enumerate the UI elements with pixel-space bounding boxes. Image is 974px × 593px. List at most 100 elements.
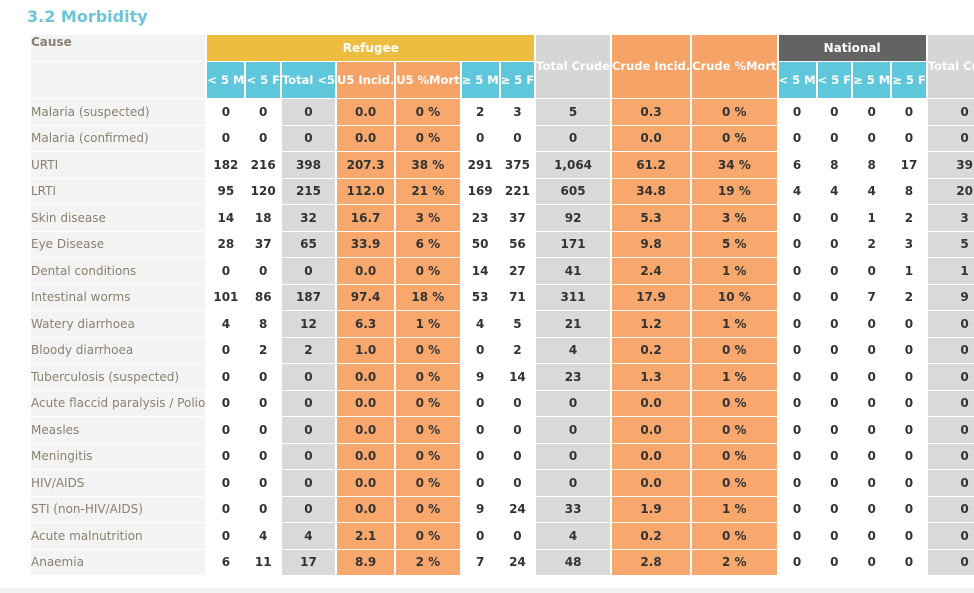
refugee-u5f-cell: 8 [246,311,280,337]
refugee-u5m-cell: 0 [207,496,245,522]
total-crude-cell: 311 [536,284,610,310]
national-u5m-cell: 0 [778,496,816,522]
crude-mort-cell: 1 % [692,311,777,337]
table-row: Skin disease 14 18 32 16.7 3 % 23 37 92 … [31,205,974,231]
national-u5m-header: < 5 M [778,62,816,98]
national-u5f-cell: 0 [817,390,852,416]
refugee-u5-mort-cell: 0 % [396,523,460,549]
refugee-o5m-cell: 7 [461,549,499,575]
morbidity-table: Cause Refugee Total Crude Crude Incid. C… [29,34,974,576]
refugee-u5f-cell: 0 [246,99,280,125]
table-row: LRTI 95 120 215 112.0 21 % 169 221 605 3… [31,178,974,204]
crude-mort-cell: 3 % [692,205,777,231]
refugee-u5f-header: < 5 F [246,62,280,98]
refugee-total-u5-cell: 0 [281,470,336,496]
crude-incid-cell: 1.3 [611,364,691,390]
refugee-u5f-cell: 0 [246,125,280,151]
refugee-u5f-cell: 0 [246,390,280,416]
refugee-o5m-cell: 0 [461,125,499,151]
national-o5f-cell: 3 [892,231,926,257]
national-u5f-cell: 0 [817,99,852,125]
refugee-o5m-cell: 0 [461,523,499,549]
table-row: Acute flaccid paralysis / Polio 0 0 0 0.… [31,390,974,416]
national-u5m-cell: 0 [778,390,816,416]
refugee-u5-incid-cell: 0.0 [337,99,395,125]
total-crude-cell: 0 [536,443,610,469]
cause-cell: Tuberculosis (suspected) [31,364,206,390]
refugee-u5f-cell: 4 [246,523,280,549]
refugee-u5f-cell: 0 [246,470,280,496]
crude-mort-cell: 0 % [692,337,777,363]
cause-cell: STI (non-HIV/AIDS) [31,496,206,522]
refugee-u5-mort-cell: 38 % [396,152,460,178]
national-u5f-cell: 0 [817,258,852,284]
refugee-u5m-cell: 101 [207,284,245,310]
refugee-total-u5-cell: 32 [281,205,336,231]
table-row: Tuberculosis (suspected) 0 0 0 0.0 0 % 9… [31,364,974,390]
refugee-u5-incid-cell: 0.0 [337,258,395,284]
refugee-o5m-cell: 50 [461,231,499,257]
crude-incid-cell: 1.2 [611,311,691,337]
national-total-cell: 39 [927,152,974,178]
refugee-u5m-cell: 0 [207,337,245,363]
national-total-cell: 3 [927,205,974,231]
national-total-cell: 1 [927,258,974,284]
crude-incid-cell: 1.9 [611,496,691,522]
refugee-u5-incid-cell: 112.0 [337,178,395,204]
refugee-total-u5-cell: 0 [281,99,336,125]
total-crude-cell: 92 [536,205,610,231]
crude-mort-cell: 0 % [692,443,777,469]
refugee-u5f-cell: 0 [246,364,280,390]
refugee-u5-incid-cell: 0.0 [337,470,395,496]
refugee-u5f-cell: 120 [246,178,280,204]
national-u5f-cell: 0 [817,125,852,151]
national-o5f-cell: 0 [892,496,926,522]
total-crude-cell: 0 [536,125,610,151]
national-o5m-cell: 0 [853,99,891,125]
crude-incid-cell: 0.0 [611,417,691,443]
refugee-o5m-cell: 4 [461,311,499,337]
table-row: Malaria (suspected) 0 0 0 0.0 0 % 2 3 5 … [31,99,974,125]
refugee-o5m-header: ≥ 5 M [461,62,499,98]
refugee-o5f-cell: 0 [500,417,535,443]
total-crude-cell: 41 [536,258,610,284]
national-u5m-cell: 4 [778,178,816,204]
refugee-u5-mort-cell: 0 % [396,443,460,469]
national-o5f-cell: 0 [892,470,926,496]
table-row: Malaria (confirmed) 0 0 0 0.0 0 % 0 0 0 … [31,125,974,151]
national-o5m-cell: 0 [853,337,891,363]
refugee-o5f-cell: 56 [500,231,535,257]
national-total-cell: 0 [927,470,974,496]
refugee-o5m-cell: 2 [461,99,499,125]
national-o5f-header: ≥ 5 F [892,62,926,98]
table-row: Anaemia 6 11 17 8.9 2 % 7 24 48 2.8 2 % … [31,549,974,575]
refugee-o5f-cell: 221 [500,178,535,204]
national-o5f-cell: 0 [892,549,926,575]
cause-cell: Eye Disease [31,231,206,257]
refugee-u5-incid-cell: 207.3 [337,152,395,178]
refugee-u5f-cell: 37 [246,231,280,257]
national-total-cell: 0 [927,496,974,522]
national-o5f-cell: 0 [892,443,926,469]
crude-mort-cell: 0 % [692,470,777,496]
refugee-u5m-header: < 5 M [207,62,245,98]
national-u5f-cell: 4 [817,178,852,204]
crude-mort-cell: 34 % [692,152,777,178]
total-crude-cell: 171 [536,231,610,257]
refugee-o5f-cell: 14 [500,364,535,390]
refugee-u5-mort-cell: 0 % [396,125,460,151]
national-u5m-cell: 0 [778,231,816,257]
crude-incid-cell: 0.2 [611,337,691,363]
refugee-u5-incid-cell: 0.0 [337,417,395,443]
national-u5f-cell: 0 [817,364,852,390]
refugee-o5f-cell: 27 [500,258,535,284]
national-o5f-cell: 0 [892,125,926,151]
national-o5m-cell: 0 [853,311,891,337]
header-row-groups: Cause Refugee Total Crude Crude Incid. C… [31,35,974,98]
table-row: Watery diarrhoea 4 8 12 6.3 1 % 4 5 21 1… [31,311,974,337]
national-total-cell: 0 [927,390,974,416]
refugee-u5m-cell: 0 [207,125,245,151]
refugee-u5-mort-cell: 0 % [396,258,460,284]
crude-incid-cell: 0.0 [611,443,691,469]
national-total-cell: 0 [927,549,974,575]
